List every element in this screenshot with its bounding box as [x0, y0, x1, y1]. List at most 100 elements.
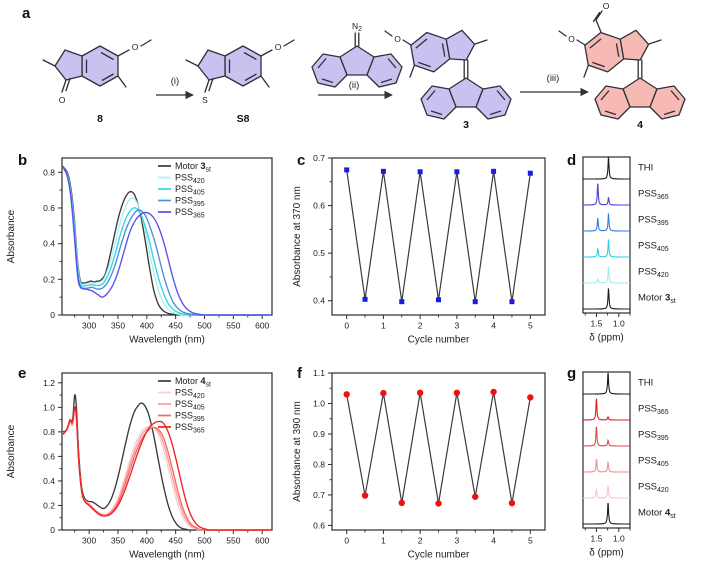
- svg-text:3: 3: [454, 536, 459, 546]
- nmr-trace: [583, 183, 630, 206]
- svg-text:1.1: 1.1: [313, 368, 325, 378]
- y-axis-title: Absorbance: [6, 424, 17, 478]
- reaction-arrow-i: (i): [156, 76, 194, 100]
- svg-text:1.5: 1.5: [591, 534, 603, 544]
- legend-entry: PSS405: [175, 399, 205, 412]
- svg-text:2: 2: [418, 321, 423, 331]
- step-ii-label: (ii): [349, 80, 360, 91]
- svg-text:0.6: 0.6: [313, 520, 325, 530]
- structure-s8: S O S8: [185, 39, 295, 125]
- x-axis-title: δ (ppm): [589, 333, 623, 344]
- substituent-bonds: [185, 39, 295, 93]
- panel-b-label: b: [18, 152, 27, 169]
- nmr-trace-label: Motor 4st: [638, 508, 676, 521]
- nmr-trace: [583, 287, 630, 310]
- x-axis-title: Wavelength (nm): [129, 550, 205, 561]
- svg-text:5: 5: [528, 321, 533, 331]
- methoxy-oxygen-label: O: [568, 34, 575, 44]
- nmr-trace-label: PSS405: [638, 456, 669, 469]
- cycle-line: [346, 169, 531, 302]
- svg-text:0.8: 0.8: [313, 459, 325, 469]
- series-PSS365: [62, 165, 271, 316]
- compound-8-label: 8: [97, 113, 103, 125]
- y-axis-title: Absorbance at 390 nm: [292, 401, 303, 502]
- legend-entry: PSS405: [175, 184, 205, 197]
- nmr-trace-label: PSS395: [638, 215, 669, 228]
- nmr-trace: [583, 238, 630, 258]
- x-axis: 300 350 400 450 500 550 600: [74, 530, 270, 546]
- plot-frame: [582, 156, 631, 314]
- x-axis-title: Cycle number: [408, 335, 470, 346]
- svg-text:0: 0: [344, 536, 349, 546]
- x-axis: 0 1 2 3 4 5: [344, 530, 533, 546]
- svg-text:3: 3: [454, 321, 459, 331]
- panel-e-uvvis-chart: e 300 350 400 450 500 550 600 0 0.2 0.4 0.6 0.8 1.0 1.…: [6, 365, 273, 561]
- legend-entry: PSS395: [175, 196, 205, 209]
- panel-d-nmr-chart: d 1.5 1.0 δ (ppm) THI PSS365 PSS395 PSS405 PSS42…: [567, 152, 676, 344]
- svg-text:450: 450: [169, 536, 183, 546]
- structure-diazofluorene: N2: [311, 21, 403, 88]
- panel-g-nmr-chart: g 1.5 1.0 δ (ppm) THI PSS365 PSS395 PSS405 PSS42…: [567, 365, 676, 559]
- svg-text:600: 600: [255, 536, 269, 546]
- svg-text:1.0: 1.0: [313, 398, 325, 408]
- svg-text:0.2: 0.2: [43, 274, 55, 284]
- substituent-bonds: [384, 30, 488, 78]
- nmr-trace: [583, 485, 630, 499]
- nmr-trace-label: THI: [638, 163, 653, 174]
- plot-frame: [61, 157, 273, 316]
- svg-text:1.5: 1.5: [591, 319, 603, 329]
- svg-text:400: 400: [140, 536, 154, 546]
- svg-text:0: 0: [50, 310, 55, 320]
- svg-text:0.8: 0.8: [43, 167, 55, 177]
- svg-text:0.2: 0.2: [43, 500, 55, 510]
- compound-4-label: 4: [637, 119, 643, 131]
- structure-3: O 3: [384, 23, 512, 131]
- svg-text:0.5: 0.5: [313, 248, 325, 258]
- panel-f-label: f: [297, 365, 303, 382]
- svg-text:500: 500: [197, 536, 211, 546]
- x-axis: 0 1 2 3 4 5: [344, 315, 533, 331]
- svg-text:0.7: 0.7: [313, 490, 325, 500]
- methoxy-oxygen-label: O: [132, 42, 139, 52]
- methoxy-oxygen-label: O: [394, 34, 401, 44]
- indanone-rings: [54, 45, 119, 87]
- nmr-trace-label: PSS420: [638, 482, 669, 495]
- ketone-oxygen-label: O: [59, 95, 66, 105]
- svg-text:0.4: 0.4: [43, 239, 55, 249]
- panel-f-cycle-chart: f 0 1 2 3 4 5 0.6 0.7 0.8 0.9 1.0 1.1 Cycle number Abs…: [292, 365, 546, 561]
- svg-text:350: 350: [111, 536, 125, 546]
- step-i-label: (i): [171, 76, 179, 87]
- svg-text:0: 0: [344, 321, 349, 331]
- nmr-trace-label: PSS365: [638, 189, 669, 202]
- methoxy-oxygen-label: O: [275, 42, 282, 52]
- central-double-bond: [637, 59, 643, 79]
- panel-b-uvvis-chart: b 300 350 400 450 500 550 600 0 0.2 0.4 0.6 0.8 Wavel…: [6, 152, 273, 346]
- svg-text:0.9: 0.9: [313, 429, 325, 439]
- y-axis-title: Absorbance at 370 nm: [292, 186, 303, 287]
- plot-frame: [61, 372, 273, 531]
- central-double-bond: [463, 59, 469, 79]
- x-axis-title: Cycle number: [408, 550, 470, 561]
- svg-text:1: 1: [381, 536, 386, 546]
- structure-8: O O 8: [42, 39, 152, 125]
- nmr-trace-label: PSS395: [638, 430, 669, 443]
- legend-entry: Motor 4st: [175, 376, 211, 389]
- plot-frame: [582, 371, 631, 529]
- svg-text:4: 4: [491, 536, 496, 546]
- y-axis: 0 0.2 0.4 0.6 0.8 1.0 1.2: [43, 378, 62, 535]
- panel-d-label: d: [567, 152, 576, 169]
- thioketone-sulfur-label: S: [202, 95, 208, 105]
- panel-e-label: e: [18, 365, 26, 382]
- svg-text:2: 2: [418, 536, 423, 546]
- x-axis: 300 350 400 450 500 550 600: [74, 315, 270, 331]
- cycle-line: [346, 391, 531, 504]
- svg-text:600: 600: [255, 321, 269, 331]
- legend-entry: PSS420: [175, 173, 205, 186]
- lower-fluorene-rings: [594, 77, 686, 120]
- nmr-trace: [583, 265, 630, 284]
- svg-text:1: 1: [381, 321, 386, 331]
- panel-g-label: g: [567, 365, 576, 382]
- reaction-arrow-iii: (iii): [520, 73, 589, 97]
- reaction-arrow-ii: (ii): [318, 80, 393, 100]
